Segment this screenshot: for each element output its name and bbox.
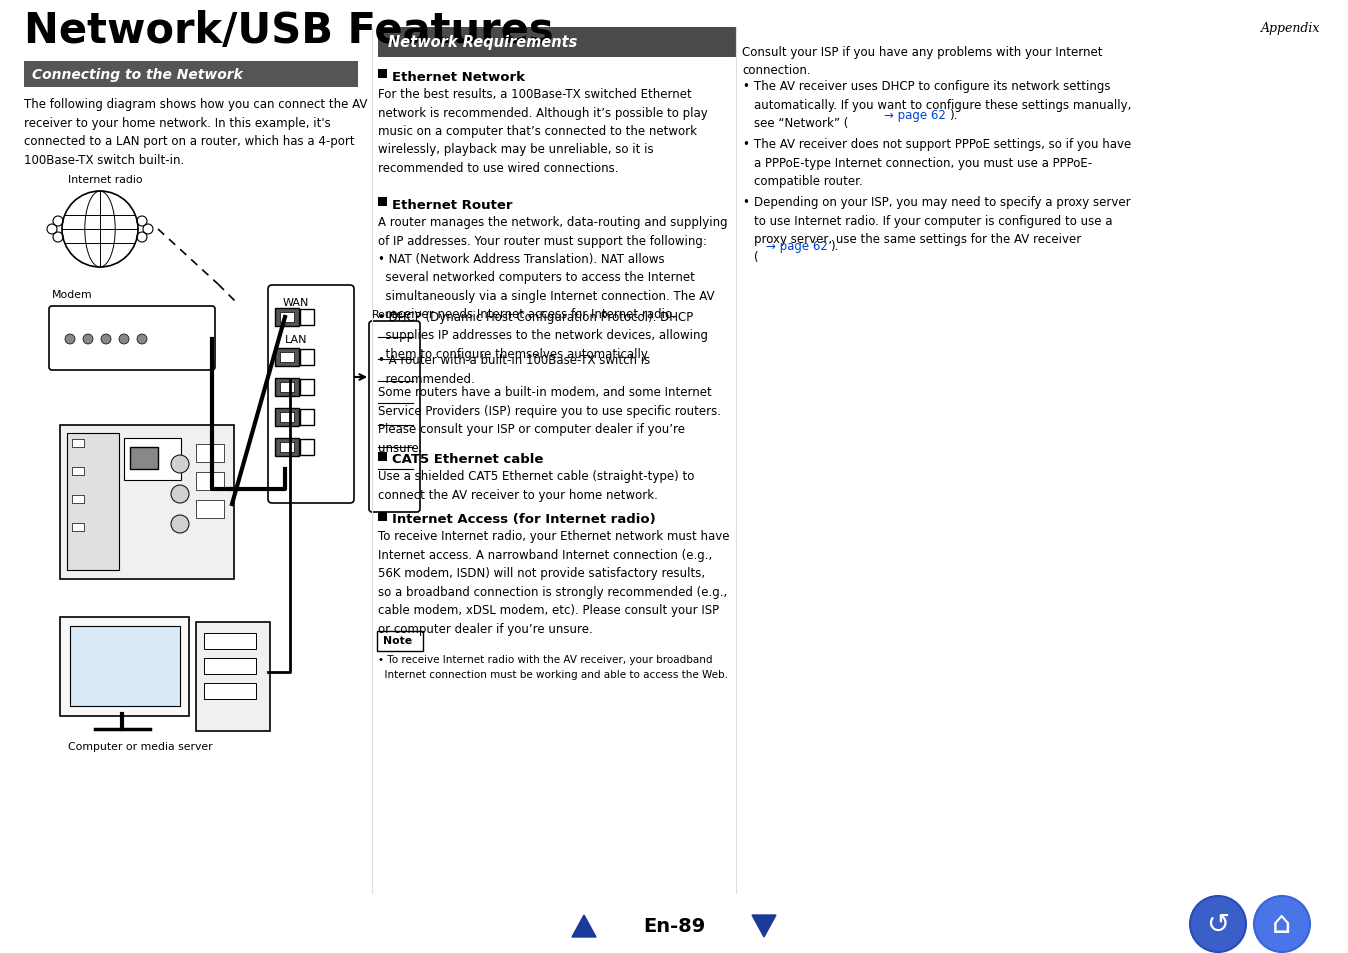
Text: For the best results, a 100Base-TX switched Ethernet
network is recommended. Alt: For the best results, a 100Base-TX switc… [377,88,708,174]
FancyBboxPatch shape [71,496,84,503]
FancyBboxPatch shape [195,473,224,491]
Text: ⌂: ⌂ [1273,909,1291,939]
Text: Appendix: Appendix [1260,22,1320,35]
Text: Use a shielded CAT5 Ethernet cable (straight-type) to
connect the AV receiver to: Use a shielded CAT5 Ethernet cable (stra… [377,470,694,501]
FancyBboxPatch shape [204,659,256,675]
FancyBboxPatch shape [369,322,421,513]
Circle shape [171,485,189,503]
FancyBboxPatch shape [280,382,294,393]
FancyBboxPatch shape [61,618,189,717]
FancyBboxPatch shape [71,523,84,532]
Text: Internet Access (for Internet radio): Internet Access (for Internet radio) [392,513,655,526]
FancyBboxPatch shape [377,512,387,521]
FancyBboxPatch shape [280,353,294,363]
FancyBboxPatch shape [301,439,314,456]
Text: • To receive Internet radio with the AV receiver, your broadband
  Internet conn: • To receive Internet radio with the AV … [377,655,728,679]
Text: •: • [741,195,749,209]
FancyBboxPatch shape [195,622,270,731]
FancyBboxPatch shape [67,434,119,571]
FancyBboxPatch shape [204,683,256,700]
Circle shape [119,335,129,345]
Text: To receive Internet radio, your Ethernet network must have
Internet access. A na: To receive Internet radio, your Ethernet… [377,530,729,636]
FancyBboxPatch shape [204,634,256,649]
FancyBboxPatch shape [195,444,224,462]
FancyBboxPatch shape [275,409,299,427]
Polygon shape [752,915,776,937]
FancyBboxPatch shape [301,410,314,426]
Polygon shape [572,915,596,937]
FancyBboxPatch shape [377,70,387,79]
Circle shape [171,516,189,534]
Circle shape [65,335,75,345]
Circle shape [1254,896,1310,952]
FancyBboxPatch shape [377,631,423,651]
FancyBboxPatch shape [301,310,314,326]
FancyBboxPatch shape [275,309,299,327]
FancyBboxPatch shape [71,439,84,448]
FancyBboxPatch shape [124,438,181,480]
FancyBboxPatch shape [377,28,736,58]
FancyBboxPatch shape [70,626,181,706]
FancyBboxPatch shape [280,313,294,323]
Text: Computer or media server: Computer or media server [67,741,213,751]
FancyBboxPatch shape [280,413,294,422]
Text: → page 62: → page 62 [884,109,946,122]
Text: • DHCP (Dynamic Host Configuration Protocol). DHCP
  supplies IP addresses to th: • DHCP (Dynamic Host Configuration Proto… [377,311,708,360]
FancyBboxPatch shape [49,307,214,371]
FancyBboxPatch shape [301,350,314,366]
Text: Consult your ISP if you have any problems with your Internet
connection.: Consult your ISP if you have any problem… [741,46,1103,77]
FancyBboxPatch shape [377,452,387,461]
Circle shape [84,335,93,345]
Text: Connecting to the Network: Connecting to the Network [32,68,243,82]
Text: ↺: ↺ [1206,910,1229,938]
Text: Network/USB Features: Network/USB Features [24,10,554,52]
Text: Some routers have a built-in modem, and some Internet
Service Providers (ISP) re: Some routers have a built-in modem, and … [377,386,721,455]
FancyBboxPatch shape [275,349,299,367]
FancyBboxPatch shape [280,442,294,453]
FancyBboxPatch shape [301,379,314,395]
Text: CAT5 Ethernet cable: CAT5 Ethernet cable [392,453,543,466]
Text: The AV receiver uses DHCP to configure its network settings
automatically. If yo: The AV receiver uses DHCP to configure i… [754,80,1131,130]
Circle shape [101,335,111,345]
Text: The AV receiver does not support PPPoE settings, so if you have
a PPPoE-type Int: The AV receiver does not support PPPoE s… [754,138,1131,188]
Text: • NAT (Network Address Translation). NAT allows
  several networked computers to: • NAT (Network Address Translation). NAT… [377,253,714,321]
Circle shape [171,456,189,474]
FancyBboxPatch shape [61,426,235,579]
Text: Modem: Modem [53,290,93,299]
FancyBboxPatch shape [129,448,158,470]
FancyBboxPatch shape [71,468,84,476]
Text: A router manages the network, data-routing and supplying
of IP addresses. Your r: A router manages the network, data-routi… [377,215,728,247]
Text: Depending on your ISP, you may need to specify a proxy server
to use Internet ra: Depending on your ISP, you may need to s… [754,195,1131,264]
Text: Network Requirements: Network Requirements [388,35,577,51]
Text: En-89: En-89 [643,917,705,936]
Text: •: • [741,80,749,92]
Text: ).: ). [949,109,957,122]
Text: The following diagram shows how you can connect the AV
receiver to your home net: The following diagram shows how you can … [24,98,368,167]
Text: Note: Note [383,636,412,646]
Text: Router: Router [372,310,408,319]
Text: Internet radio: Internet radio [67,174,143,185]
FancyBboxPatch shape [24,62,359,88]
Text: ).: ). [830,240,838,253]
Text: → page 62: → page 62 [766,240,828,253]
Text: WAN: WAN [283,297,309,308]
FancyBboxPatch shape [275,438,299,456]
Text: Ethernet Router: Ethernet Router [392,199,512,212]
Circle shape [137,335,147,345]
FancyBboxPatch shape [195,500,224,518]
FancyBboxPatch shape [275,378,299,396]
FancyBboxPatch shape [377,198,387,207]
Text: • A router with a built-in 100Base-TX switch is
  recommended.: • A router with a built-in 100Base-TX sw… [377,355,650,386]
Circle shape [1190,896,1246,952]
Text: •: • [741,138,749,151]
FancyBboxPatch shape [268,286,355,503]
Text: LAN: LAN [284,335,307,345]
Text: Ethernet Network: Ethernet Network [392,71,524,84]
